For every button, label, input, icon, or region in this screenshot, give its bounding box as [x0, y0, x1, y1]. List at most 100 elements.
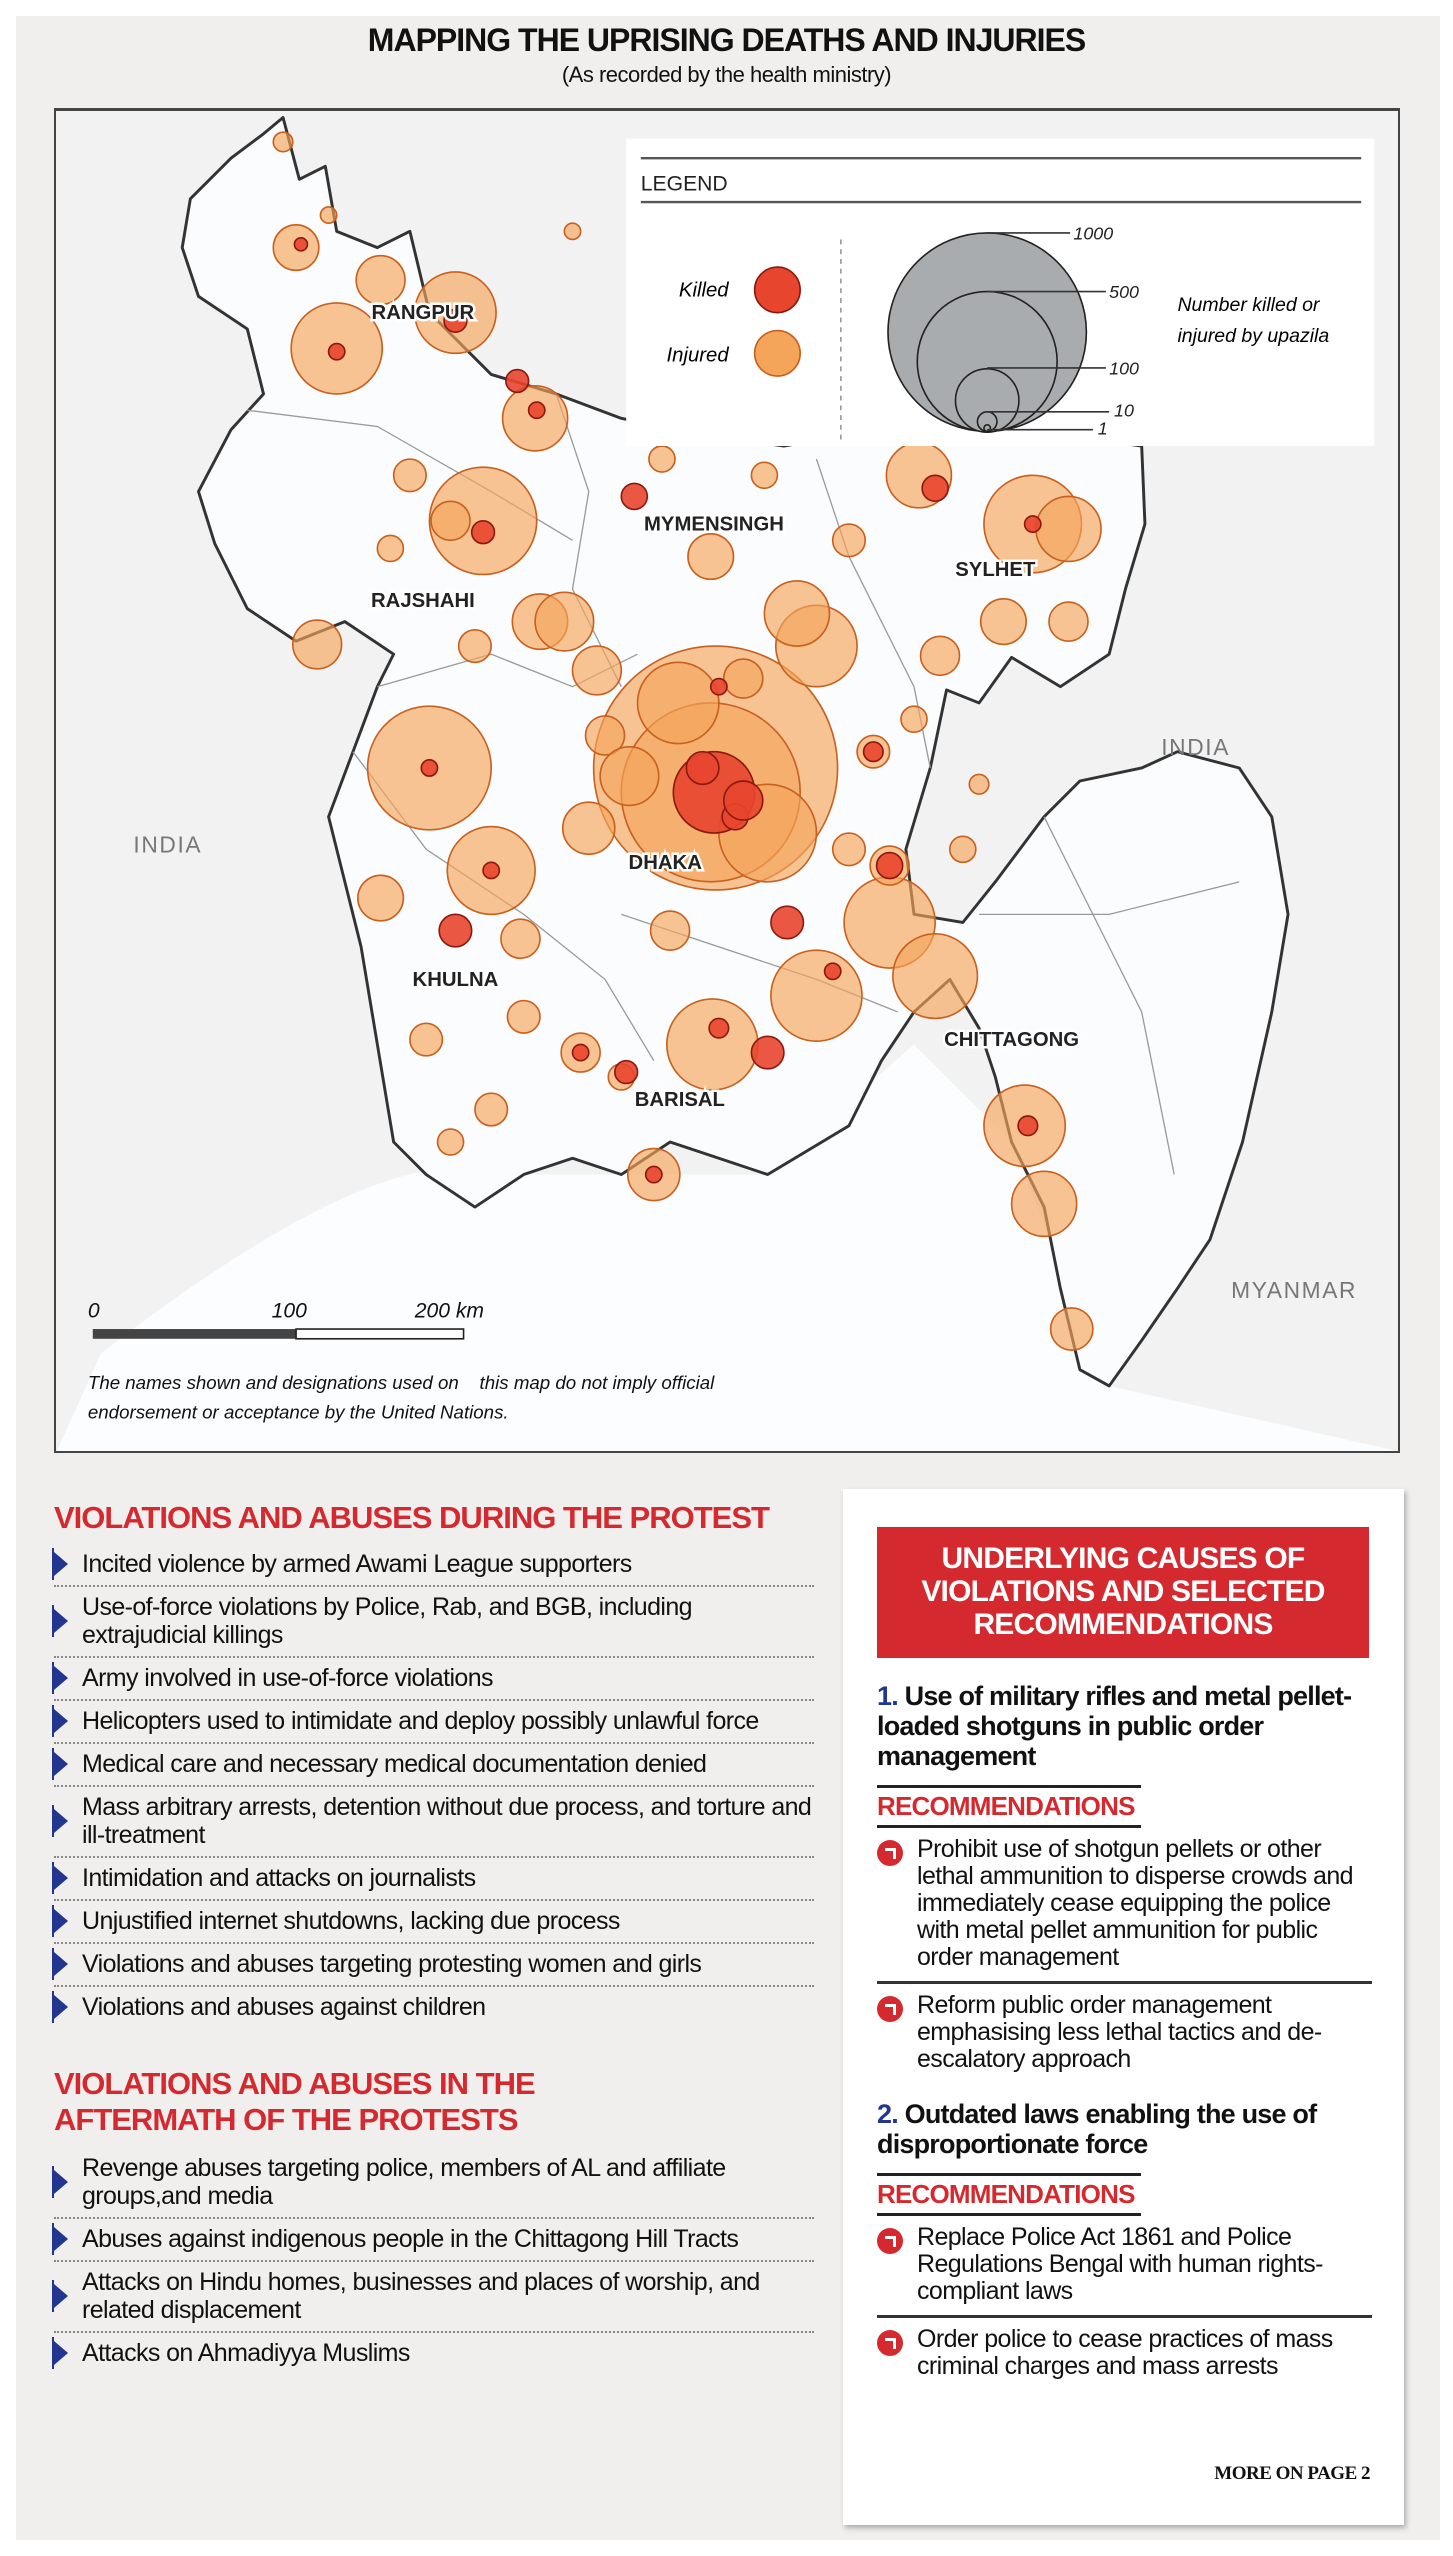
- injured-marker: [584, 715, 626, 756]
- country-label-india-east: INDIA: [1161, 734, 1230, 760]
- injured-marker: [900, 705, 928, 734]
- injured-marker: [1048, 601, 1089, 642]
- recommendations-label: RECOMMENDATIONS: [877, 2173, 1141, 2216]
- country-label-myanmar: MYANMAR: [1231, 1277, 1357, 1303]
- triangle-bullet-icon: [52, 1948, 68, 1980]
- injured-marker: [506, 999, 541, 1034]
- injured-marker: [763, 580, 831, 647]
- aftermath-list: Revenge abuses targeting police, members…: [52, 2148, 814, 2374]
- recommendation-item: Order police to cease practices of mass …: [877, 2318, 1372, 2390]
- triangle-bullet-icon: [52, 2337, 68, 2369]
- legend-injured-swatch: [753, 329, 801, 377]
- list-item: Army involved in use-of-force violations: [52, 1658, 814, 1701]
- legend-size-label: 500: [1109, 282, 1139, 302]
- legend-size-caption: injured by upazila: [1177, 325, 1329, 347]
- section-title: VIOLATIONS AND ABUSES IN THE AFTERMATH O…: [54, 2066, 814, 2138]
- triangle-bullet-icon: [52, 1991, 68, 2023]
- division-label-khulna: KHULNA: [413, 969, 499, 991]
- cause-title: 2. Outdated laws enabling the use of dis…: [877, 2099, 1372, 2159]
- list-item: Intimidation and attacks on journalists: [52, 1858, 814, 1901]
- list-item-text: Mass arbitrary arrests, detention withou…: [82, 1793, 812, 1849]
- violations-during-section: VIOLATIONS AND ABUSES DURING THE PROTEST…: [52, 1500, 814, 2374]
- injured-marker: [355, 254, 406, 306]
- list-item-text: Violations and abuses targeting protesti…: [82, 1950, 702, 1978]
- list-item: Medical care and necessary medical docum…: [52, 1744, 814, 1787]
- killed-marker: [613, 1059, 639, 1085]
- legend-size-caption: Number killed or: [1177, 294, 1320, 316]
- killed-marker: [750, 1035, 785, 1070]
- violations-list: Incited violence by armed Awami League s…: [52, 1544, 814, 2028]
- list-item: Abuses against indigenous people in the …: [52, 2219, 814, 2262]
- list-item-text: Medical care and necessary medical docum…: [82, 1750, 707, 1778]
- recommendation-item: Reform public order management emphasisi…: [877, 1984, 1372, 2083]
- recommendation-text: Reform public order management emphasisi…: [917, 1991, 1322, 2073]
- list-item-text: Army involved in use-of-force violations: [82, 1664, 494, 1692]
- killed-marker: [527, 401, 546, 420]
- more-on-page-link[interactable]: MORE ON PAGE 2: [1214, 2463, 1370, 2484]
- injured-marker: [979, 598, 1028, 646]
- arrow-circle-icon: [877, 1840, 903, 1866]
- bay-of-bengal: [57, 1044, 1397, 1451]
- recommendation-item: Replace Police Act 1861 and Police Regul…: [877, 2216, 1372, 2318]
- arrow-circle-icon: [877, 2228, 903, 2254]
- triangle-bullet-icon: [52, 2166, 68, 2198]
- list-item: Attacks on Hindu homes, businesses and p…: [52, 2262, 814, 2333]
- cause-title: 1. Use of military rifles and metal pell…: [877, 1681, 1372, 1771]
- triangle-bullet-icon: [52, 1605, 68, 1637]
- arrow-circle-icon: [877, 2330, 903, 2356]
- list-item: Unjustified internet shutdowns, lacking …: [52, 1901, 814, 1944]
- injured-marker: [357, 874, 405, 922]
- list-item-text: Unjustified internet shutdowns, lacking …: [82, 1907, 620, 1935]
- division-label-rangpur: RANGPUR: [372, 302, 475, 324]
- injured-marker: [831, 523, 867, 558]
- triangle-bullet-icon: [52, 1748, 68, 1780]
- injured-marker: [750, 461, 779, 490]
- causes-header: UNDERLYING CAUSES OF VIOLATIONS AND SELE…: [877, 1527, 1369, 1658]
- killed-marker: [420, 759, 439, 777]
- injured-marker: [1049, 1307, 1094, 1351]
- list-item-text: Attacks on Ahmadiyya Muslims: [82, 2339, 410, 2367]
- injured-marker: [1035, 495, 1102, 563]
- triangle-bullet-icon: [52, 2223, 68, 2255]
- section-title-line: VIOLATIONS AND ABUSES IN THE: [54, 2066, 536, 2101]
- injured-marker: [599, 746, 660, 807]
- killed-marker: [1023, 515, 1042, 534]
- injured-marker: [722, 658, 764, 699]
- triangle-bullet-icon: [52, 1862, 68, 1894]
- casualty-map: RANGPUR MYMENSINGH SYLHET RAJSHAHI DHAKA…: [54, 108, 1400, 1453]
- killed-marker: [685, 750, 720, 786]
- injured-marker: [666, 998, 759, 1091]
- cause-number: 1.: [877, 1681, 899, 1711]
- division-label-chittagong: CHITTAGONG: [944, 1029, 1079, 1051]
- killed-marker: [571, 1043, 590, 1062]
- list-item: Revenge abuses targeting police, members…: [52, 2148, 814, 2219]
- killed-marker: [438, 913, 473, 948]
- triangle-bullet-icon: [52, 1548, 68, 1580]
- scale-label: 100: [272, 1300, 307, 1323]
- legend-injured-label: Injured: [667, 344, 730, 366]
- injured-marker: [636, 661, 720, 745]
- legend-title: LEGEND: [641, 173, 728, 196]
- triangle-bullet-icon: [52, 1662, 68, 1694]
- legend-killed-label: Killed: [679, 279, 729, 301]
- injured-marker: [457, 628, 493, 664]
- country-label-india-west: INDIA: [133, 832, 202, 858]
- injured-marker: [571, 645, 623, 696]
- division-label-dhaka: DHAKA: [629, 852, 703, 874]
- list-item: Violations and abuses against children: [52, 1987, 814, 2028]
- list-item: Incited violence by armed Awami League s…: [52, 1544, 814, 1587]
- list-item-text: Revenge abuses targeting police, members…: [82, 2154, 726, 2210]
- triangle-bullet-icon: [52, 1805, 68, 1837]
- injured-marker: [831, 832, 867, 867]
- cause-number: 2.: [877, 2099, 899, 2129]
- division-label-sylhet: SYLHET: [955, 559, 1036, 581]
- injured-marker: [430, 500, 471, 542]
- triangle-bullet-icon: [52, 1905, 68, 1937]
- killed-marker: [327, 342, 346, 361]
- division-label-mymensingh: MYMENSINGH: [644, 514, 784, 536]
- causes-panel: UNDERLYING CAUSES OF VIOLATIONS AND SELE…: [843, 1489, 1404, 2525]
- injured-marker: [291, 619, 343, 670]
- arrow-circle-icon: [877, 1996, 903, 2022]
- killed-marker: [644, 1165, 663, 1184]
- division-label-barisal: BARISAL: [635, 1089, 725, 1111]
